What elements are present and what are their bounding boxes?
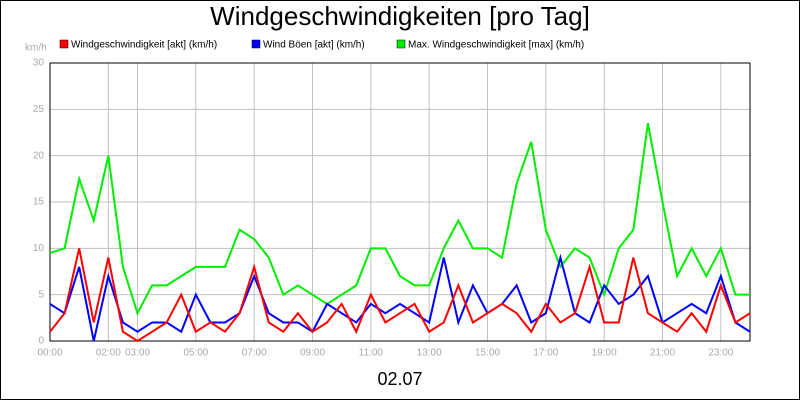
plot-border <box>49 62 751 342</box>
y-tick-label: 5 <box>38 289 44 300</box>
x-tick-label: 19:00 <box>592 348 617 359</box>
y-tick-label: 25 <box>33 104 45 115</box>
y-tick-label: 0 <box>38 336 44 347</box>
x-tick-label: 13:00 <box>417 348 442 359</box>
x-tick-label: 02:00 <box>96 348 121 359</box>
x-tick-label: 07:00 <box>242 348 267 359</box>
x-tick-label: 11:00 <box>359 348 384 359</box>
x-tick-label: 15:00 <box>475 348 500 359</box>
x-label: 02.07 <box>377 369 422 389</box>
legend-swatch <box>59 39 69 49</box>
x-tick-label: 23:00 <box>708 348 733 359</box>
x-tick-label: 21:00 <box>650 348 675 359</box>
series-line <box>49 123 750 316</box>
legend-swatch <box>396 39 406 49</box>
y-tick-label: 20 <box>33 150 45 161</box>
legend-swatch <box>251 39 261 49</box>
chart-title: Windgeschwindigkeiten [pro Tag] <box>210 1 590 31</box>
series-line <box>49 248 751 343</box>
y-tick-label: 30 <box>33 58 45 69</box>
legend-label: Windgeschwindigkeit [akt] (km/h) <box>71 40 217 51</box>
x-tick-label: 03:00 <box>125 348 150 359</box>
y-unit: km/h <box>25 43 47 54</box>
x-tick-label: 05:00 <box>183 348 208 359</box>
y-tick-label: 15 <box>33 197 45 208</box>
x-tick-label: 09:00 <box>300 348 325 359</box>
x-tick-label: 17:00 <box>533 348 558 359</box>
legend-label: Wind Böen [akt] (km/h) <box>263 40 365 51</box>
y-tick-label: 10 <box>33 243 45 254</box>
legend-label: Max. Windgeschwindigkeit [max] (km/h) <box>408 40 584 51</box>
x-tick-label: 00:00 <box>37 348 62 359</box>
